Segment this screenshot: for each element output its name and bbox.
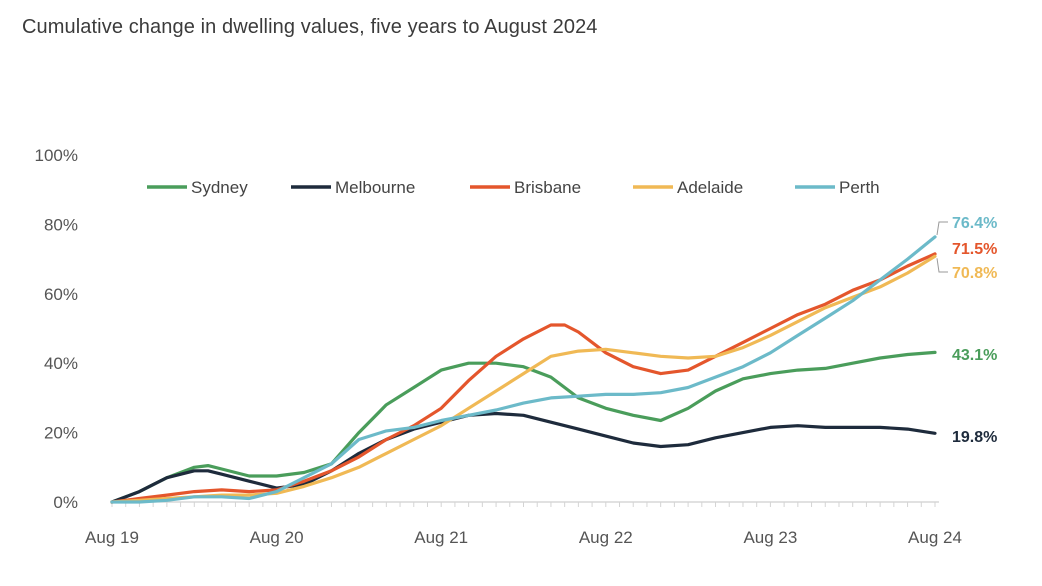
x-tick-label: Aug 20 — [250, 528, 304, 547]
end-label-adelaide: 70.8% — [952, 265, 997, 282]
chart-title: Cumulative change in dwelling values, fi… — [22, 16, 598, 38]
series-line-sydney — [110, 350, 937, 504]
series-line-adelaide — [110, 254, 937, 504]
y-tick-label: 100% — [35, 146, 78, 165]
leader-line-adelaide — [936, 258, 948, 273]
x-tick-label: Aug 23 — [743, 528, 797, 547]
legend-label-brisbane: Brisbane — [514, 178, 581, 197]
legend-label-melbourne: Melbourne — [335, 178, 415, 197]
series-line-brisbane — [110, 252, 937, 504]
end-label-sydney: 43.1% — [952, 347, 997, 364]
end-label-melbourne: 19.8% — [952, 429, 997, 446]
end-label-perth: 76.4% — [952, 215, 997, 232]
y-tick-label: 80% — [44, 215, 78, 234]
y-tick-label: 20% — [44, 424, 78, 443]
y-tick-label: 40% — [44, 354, 78, 373]
y-tick-label: 0% — [53, 493, 78, 512]
y-tick-label: 60% — [44, 285, 78, 304]
series-line-melbourne — [110, 411, 937, 504]
x-tick-label: Aug 19 — [85, 528, 139, 547]
legend-label-adelaide: Adelaide — [677, 178, 743, 197]
legend-label-sydney: Sydney — [191, 178, 248, 197]
x-tick-label: Aug 21 — [414, 528, 468, 547]
leader-line-perth — [936, 221, 948, 235]
x-tick-label: Aug 24 — [908, 528, 962, 547]
series-line-perth — [110, 235, 937, 504]
x-tick-label: Aug 22 — [579, 528, 633, 547]
legend-label-perth: Perth — [839, 178, 880, 197]
end-label-brisbane: 71.5% — [952, 241, 997, 258]
